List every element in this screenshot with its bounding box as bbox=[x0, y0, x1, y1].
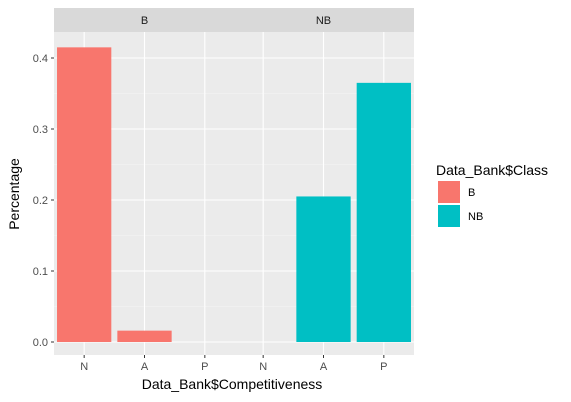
x-tick-label: P bbox=[201, 361, 208, 373]
x-tick-label: A bbox=[141, 361, 149, 373]
panel-NB: NB N A P bbox=[233, 8, 414, 373]
bar-B-A bbox=[117, 330, 172, 342]
x-tick-label: N bbox=[80, 361, 88, 373]
x-axis-title: Data_Bank$Competitiveness bbox=[142, 376, 323, 392]
legend-label-B: B bbox=[468, 187, 475, 199]
legend-key-B bbox=[438, 181, 460, 203]
facet-strip bbox=[54, 8, 235, 32]
y-tick-label: 0.4 bbox=[33, 53, 48, 65]
facet-strip-label: B bbox=[141, 15, 148, 27]
y-tick-label: 0.0 bbox=[33, 337, 48, 349]
legend-title: Data_Bank$Class bbox=[436, 162, 548, 178]
bar-B-N bbox=[57, 47, 112, 342]
y-tick-label: 0.2 bbox=[33, 195, 48, 207]
x-tick-label: A bbox=[320, 361, 328, 373]
panel-B: B N A P bbox=[54, 8, 235, 373]
bar-NB-A bbox=[296, 196, 351, 342]
legend-label-NB: NB bbox=[468, 211, 483, 223]
facet-strip-label: NB bbox=[316, 15, 331, 27]
x-tick-label: N bbox=[259, 361, 267, 373]
chart-panels: B N A P NB N A P bbox=[54, 8, 414, 373]
facet-strip bbox=[233, 8, 414, 32]
y-tick-label: 0.1 bbox=[33, 266, 48, 278]
y-tick-label: 0.3 bbox=[33, 124, 48, 136]
bar-NB-P bbox=[356, 82, 411, 342]
x-tick-label: P bbox=[380, 361, 387, 373]
y-axis-title: Percentage bbox=[6, 158, 22, 230]
y-axis: 0.0 0.1 0.2 0.3 0.4 bbox=[33, 53, 54, 349]
legend-key-NB bbox=[438, 205, 460, 227]
legend: Data_Bank$Class B NB bbox=[436, 162, 548, 227]
